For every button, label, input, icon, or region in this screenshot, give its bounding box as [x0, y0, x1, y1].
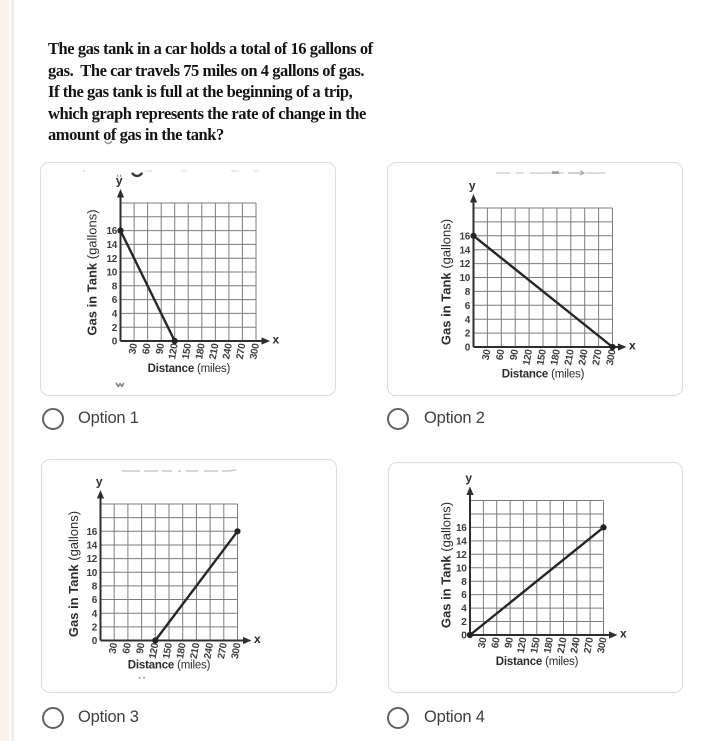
svg-text:30: 30	[127, 342, 140, 355]
svg-text:16: 16	[86, 527, 97, 538]
svg-text:180: 180	[542, 636, 556, 654]
svg-text:12: 12	[459, 259, 470, 270]
svg-text:14: 14	[456, 537, 467, 548]
svg-text:Gas in Tank (gallons): Gas in Tank (gallons)	[66, 511, 81, 637]
svg-text:10: 10	[456, 563, 467, 574]
svg-text:0: 0	[465, 343, 471, 354]
svg-text:Gas in Tank (gallons): Gas in Tank (gallons)	[439, 219, 454, 345]
svg-text:60: 60	[141, 342, 154, 355]
svg-text:10: 10	[459, 273, 470, 284]
svg-text:210: 210	[208, 342, 222, 360]
svg-text:6: 6	[112, 295, 118, 306]
svg-text:120: 120	[167, 342, 181, 360]
svg-text:x: x	[629, 339, 636, 353]
svg-text:240: 240	[221, 342, 235, 360]
svg-text:30: 30	[107, 642, 120, 655]
svg-text:4: 4	[92, 609, 98, 620]
svg-text:12: 12	[86, 554, 97, 565]
svg-text:0: 0	[92, 636, 98, 647]
svg-text:240: 240	[202, 642, 216, 660]
svg-text:10: 10	[106, 268, 117, 279]
svg-text:30: 30	[481, 348, 494, 361]
svg-text:30: 30	[477, 636, 490, 649]
svg-text:y: y	[116, 174, 123, 188]
svg-text:6: 6	[461, 590, 467, 601]
svg-text:300: 300	[605, 348, 619, 366]
svg-text:y: y	[465, 471, 472, 485]
svg-text:16: 16	[459, 231, 470, 242]
svg-text:8: 8	[112, 281, 118, 292]
svg-text:4: 4	[112, 309, 118, 320]
svg-text:12: 12	[456, 550, 467, 561]
svg-text:240: 240	[577, 348, 591, 366]
svg-text:Distance (miles): Distance (miles)	[502, 369, 585, 381]
svg-text:4: 4	[465, 315, 471, 326]
svg-text:0: 0	[112, 337, 118, 348]
svg-text:270: 270	[582, 636, 596, 654]
svg-text:240: 240	[569, 636, 583, 654]
svg-text:210: 210	[563, 348, 577, 366]
svg-text:60: 60	[490, 636, 503, 649]
svg-text:270: 270	[216, 642, 230, 660]
svg-text:300: 300	[596, 636, 610, 654]
svg-text:300: 300	[248, 342, 262, 360]
svg-text:8: 8	[465, 287, 471, 298]
svg-text:12: 12	[106, 254, 117, 265]
svg-text:8: 8	[92, 582, 98, 593]
svg-text:270: 270	[591, 348, 605, 366]
svg-text:120: 120	[521, 348, 535, 366]
svg-text:2: 2	[461, 617, 467, 628]
svg-text:y: y	[469, 179, 476, 193]
svg-text:270: 270	[235, 342, 249, 360]
svg-text:150: 150	[535, 348, 549, 366]
svg-text:14: 14	[459, 245, 470, 256]
svg-text:16: 16	[456, 523, 467, 534]
svg-text:Distance (miles): Distance (miles)	[148, 363, 231, 375]
svg-text:16: 16	[106, 226, 117, 237]
svg-text:14: 14	[106, 240, 117, 251]
svg-text:14: 14	[86, 541, 97, 552]
svg-text:60: 60	[121, 642, 134, 655]
svg-text:150: 150	[529, 636, 543, 654]
svg-text:0: 0	[461, 631, 467, 642]
svg-text:x: x	[254, 632, 261, 646]
svg-text:210: 210	[556, 636, 570, 654]
svg-text:10: 10	[86, 568, 97, 579]
svg-text:180: 180	[194, 342, 208, 360]
svg-text:6: 6	[465, 301, 471, 312]
svg-text:2: 2	[465, 329, 471, 340]
svg-text:Gas in Tank (gallons): Gas in Tank (gallons)	[85, 209, 100, 335]
svg-text:4: 4	[461, 604, 467, 615]
svg-text:150: 150	[181, 342, 195, 360]
svg-text:2: 2	[112, 323, 118, 334]
svg-text:Distance (miles): Distance (miles)	[128, 660, 211, 672]
svg-text:y: y	[96, 475, 103, 489]
svg-text:Distance (miles): Distance (miles)	[496, 656, 579, 668]
svg-text:x: x	[620, 627, 627, 641]
svg-text:90: 90	[508, 348, 521, 361]
svg-text:300: 300	[230, 642, 244, 660]
svg-text:210: 210	[189, 642, 203, 660]
svg-text:90: 90	[154, 342, 167, 355]
svg-text:x: x	[273, 333, 280, 347]
svg-text:180: 180	[175, 642, 189, 660]
svg-text:60: 60	[495, 348, 508, 361]
svg-text:120: 120	[516, 636, 530, 654]
svg-text:6: 6	[92, 595, 98, 606]
svg-text:150: 150	[161, 642, 175, 660]
svg-text:90: 90	[503, 636, 516, 649]
svg-text:8: 8	[461, 577, 467, 588]
svg-text:Gas in Tank (gallons): Gas in Tank (gallons)	[439, 502, 454, 628]
svg-text:120: 120	[148, 642, 162, 660]
svg-text:90: 90	[135, 642, 148, 655]
svg-text:2: 2	[92, 623, 98, 634]
svg-text:180: 180	[549, 348, 563, 366]
